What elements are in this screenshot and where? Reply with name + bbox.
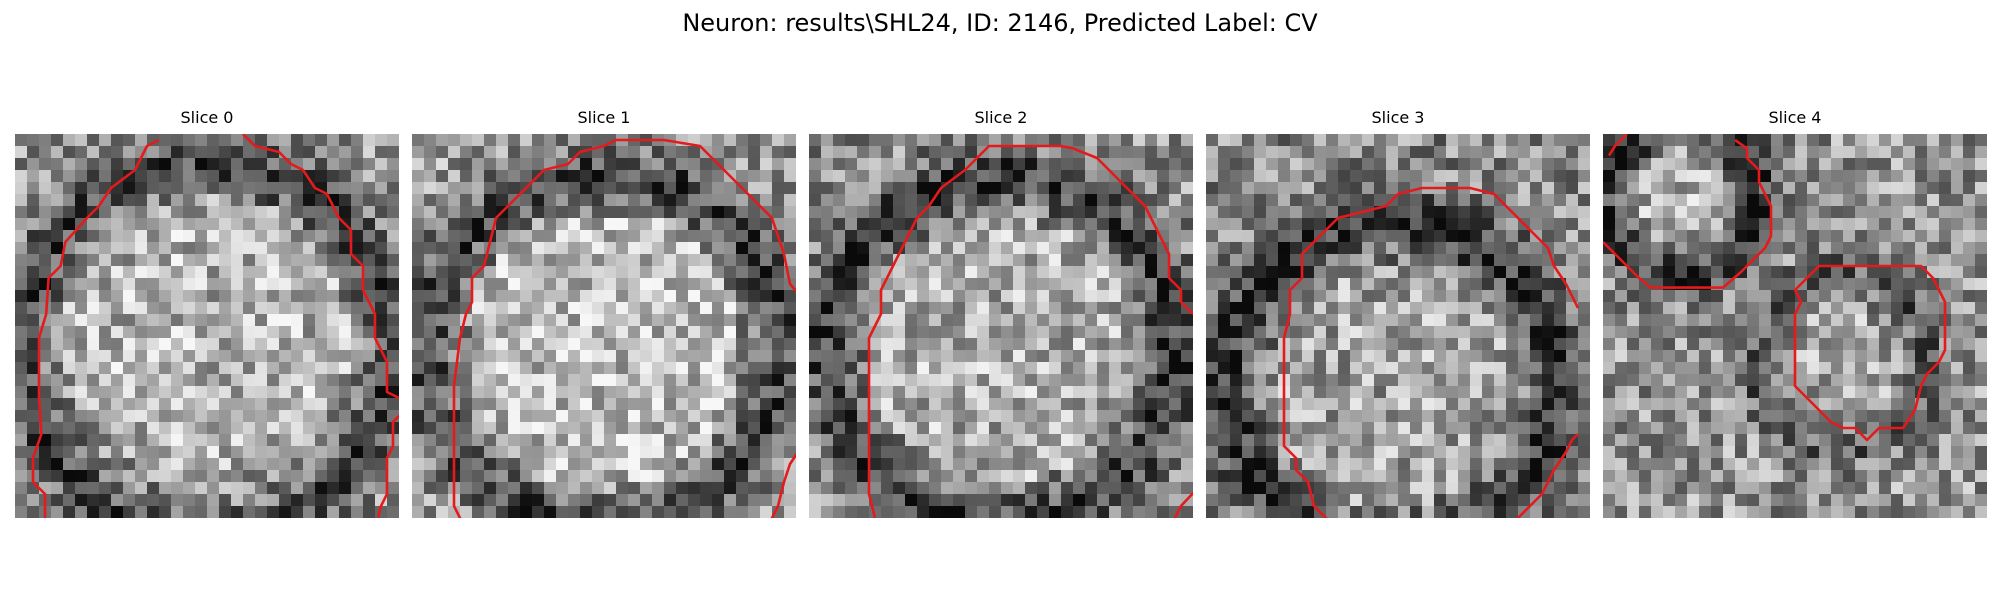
contour-line xyxy=(242,134,399,400)
contour-line xyxy=(770,452,796,518)
contour-line xyxy=(1282,186,1580,518)
contour-line xyxy=(1603,138,1773,289)
slice-title-3: Slice 3 xyxy=(1371,108,1425,127)
slice-title-1: Slice 1 xyxy=(577,108,631,127)
contour-line xyxy=(1173,491,1193,518)
contour-line xyxy=(867,144,1193,518)
contour-line xyxy=(376,414,399,518)
contour-line xyxy=(1793,264,1947,442)
slice-title-4: Slice 4 xyxy=(1768,108,1822,127)
slice-image-0 xyxy=(15,134,399,518)
contour-line xyxy=(452,138,796,518)
slice-image-3 xyxy=(1206,134,1590,518)
slice-title-2: Slice 2 xyxy=(974,108,1028,127)
slice-image-2 xyxy=(809,134,1193,518)
contour-line xyxy=(31,138,160,518)
slice-image-1 xyxy=(412,134,796,518)
contour-line xyxy=(1607,134,1628,157)
slice-image-4 xyxy=(1603,134,1987,518)
slice-title-0: Slice 0 xyxy=(180,108,234,127)
figure-title: Neuron: results\SHL24, ID: 2146, Predict… xyxy=(682,9,1318,37)
